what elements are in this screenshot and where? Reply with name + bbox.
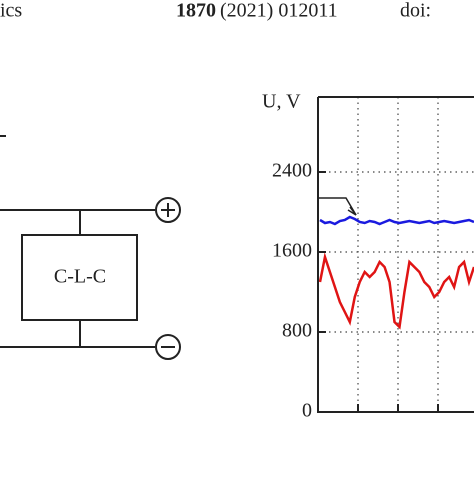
- x-grid: [357, 97, 439, 412]
- data-line: [318, 252, 474, 330]
- header-citation: (2021) 012011: [220, 0, 338, 22]
- header-doi: doi:: [400, 0, 431, 22]
- header-volume: 1870: [176, 0, 216, 22]
- block-label: C-L-C: [54, 266, 106, 288]
- y-tick-label: 800: [282, 320, 312, 342]
- y-axis-label: U, V: [262, 91, 301, 113]
- y-tick-label: 1600: [272, 240, 312, 262]
- header-left: ics: [0, 0, 22, 22]
- plot: [318, 171, 474, 333]
- y-tick-label: 0: [302, 400, 312, 422]
- circuit: [0, 135, 181, 360]
- data-line: [319, 215, 474, 226]
- y-tick-label: 2400: [272, 160, 312, 182]
- axes: [317, 96, 474, 413]
